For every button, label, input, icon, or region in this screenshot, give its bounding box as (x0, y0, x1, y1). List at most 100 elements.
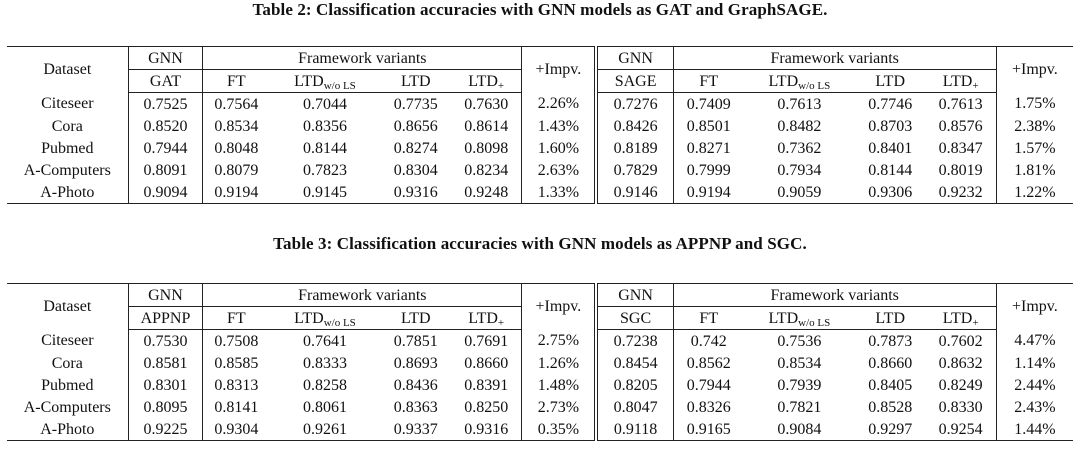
accuracy-value: 0.7613 (925, 92, 997, 115)
table-row: Cora 0.8520 0.8534 0.8356 0.8656 0.8614 1.43% 0… (7, 115, 1073, 137)
accuracy-value: 0.8313 (214, 376, 259, 394)
ltd-wo-ls-header-main: LTD (768, 72, 799, 90)
table-3: Dataset GNN Framework variants +Impv. GNN Fra… (7, 283, 1073, 441)
dataset-name: Citeseer (7, 92, 129, 115)
gnn-header: GNN (596, 283, 674, 307)
accuracy-value: 0.8019 (925, 159, 997, 181)
best-accuracy-value: 0.8304 (393, 161, 438, 179)
accuracy-value: 0.7944 (686, 376, 731, 394)
improvement-value: 1.22% (1014, 183, 1056, 201)
best-accuracy-value: 0.7873 (868, 332, 913, 350)
ltd-header: LTD (854, 306, 926, 330)
table-row: Citeseer 0.7530 0.7508 0.7641 0.7851 0.7691 2.… (7, 329, 1073, 352)
framework-variants-header: Framework variants (202, 46, 523, 70)
accuracy-value: 0.7934 (777, 161, 822, 179)
best-accuracy-value: 0.8144 (868, 161, 913, 179)
accuracy-value: 0.7409 (686, 95, 731, 113)
accuracy-value: 0.8391 (451, 374, 523, 396)
ltd-plus-header: LTD+ (451, 69, 523, 93)
accuracy-value: 0.9254 (925, 418, 997, 441)
improvement-value: 2.75% (521, 329, 599, 352)
improvement-value: 2.63% (521, 159, 599, 181)
accuracy-value: 0.7613 (777, 95, 822, 113)
dataset-name: Cora (7, 115, 129, 137)
ltd-wo-ls-header: LTDw/o LS (743, 306, 855, 330)
ltd-wo-ls-header-subscript: w/o LS (798, 316, 831, 329)
ltd-wo-ls-header-main: LTD (294, 72, 324, 90)
ltd-wo-ls-header: LTDw/o LS (743, 69, 855, 93)
accuracy-value: 0.9059 (777, 183, 822, 201)
accuracy-value: 0.8048 (214, 139, 259, 157)
accuracy-value: 0.7362 (777, 139, 822, 157)
gnn-header: GNN (128, 283, 204, 307)
ltd-plus-header-main: LTD (942, 72, 973, 90)
best-accuracy-value: 0.8528 (868, 398, 913, 416)
accuracy-value: 0.8301 (128, 374, 204, 396)
accuracy-value: 0.9194 (214, 183, 259, 201)
best-accuracy-value: 0.9316 (393, 183, 438, 201)
dataset-name: A-Photo (7, 418, 129, 441)
accuracy-value: 0.9094 (128, 181, 204, 204)
accuracy-value: 0.9146 (596, 181, 674, 204)
improvement-value: 1.43% (521, 115, 599, 137)
accuracy-value: 0.8576 (925, 115, 997, 137)
header-row-1: Dataset GNN Framework variants +Impv. GNN Fra… (7, 46, 1073, 93)
best-accuracy-value: 0.8436 (393, 376, 438, 394)
accuracy-value: 0.8205 (596, 374, 674, 396)
model-header: SAGE (596, 69, 674, 93)
accuracy-value: 0.9232 (925, 181, 997, 204)
accuracy-value: 0.8660 (451, 352, 523, 374)
accuracy-value: 0.7536 (777, 332, 822, 350)
accuracy-value: 0.7044 (302, 95, 347, 113)
accuracy-value: 0.8095 (128, 396, 204, 418)
table-row: A-Photo 0.9094 0.9194 0.9145 0.9316 0.9248 1.3… (7, 181, 1073, 204)
framework-variants-header: Framework variants (202, 283, 523, 307)
accuracy-value: 0.8330 (925, 396, 997, 418)
ft-header: FT (673, 306, 744, 330)
model-header: APPNP (128, 306, 204, 330)
improvement-value: 2.73% (521, 396, 599, 418)
accuracy-value: 0.742 (690, 332, 727, 350)
accuracy-value: 0.8189 (596, 137, 674, 159)
accuracy-value: 0.7641 (302, 332, 347, 350)
improvement-value: 2.44% (1014, 376, 1056, 394)
best-accuracy-value: 0.8401 (868, 139, 913, 157)
model-header: SGC (596, 306, 674, 330)
table-row: Pubmed 0.8301 0.8313 0.8258 0.8436 0.8391 1.48… (7, 374, 1073, 396)
impv-header: +Impv. (1011, 298, 1058, 316)
accuracy-value: 0.8098 (451, 137, 523, 159)
ltd-plus-header-subscript: + (972, 316, 979, 329)
accuracy-value: 0.8426 (596, 115, 674, 137)
accuracy-value: 0.8585 (214, 354, 259, 372)
improvement-value: 1.48% (521, 374, 599, 396)
accuracy-value: 0.8454 (596, 352, 674, 374)
accuracy-value: 0.9316 (451, 418, 523, 441)
dataset-name: Cora (7, 352, 129, 374)
ltd-wo-ls-header-subscript: w/o LS (798, 79, 831, 92)
improvement-value: 2.26% (521, 92, 599, 115)
best-accuracy-value: 0.9297 (868, 420, 913, 438)
best-accuracy-value: 0.9306 (868, 183, 913, 201)
accuracy-value: 0.8091 (128, 159, 204, 181)
improvement-value: 4.47% (1014, 332, 1056, 350)
best-accuracy-value: 0.8405 (868, 376, 913, 394)
accuracy-value: 0.8249 (925, 374, 997, 396)
accuracy-value: 0.8250 (451, 396, 523, 418)
table-row: A-Photo 0.9225 0.9304 0.9261 0.9337 0.9316 0.3… (7, 418, 1073, 441)
ltd-header: LTD (380, 69, 452, 93)
ltd-wo-ls-header-subscript: w/o LS (323, 316, 356, 329)
ft-header: FT (202, 306, 270, 330)
dataset-name: A-Photo (7, 181, 129, 204)
accuracy-value: 0.8520 (128, 115, 204, 137)
table-3-caption: Table 3: Classification accuracies with … (273, 234, 807, 253)
ft-header: FT (202, 69, 270, 93)
accuracy-value: 0.7939 (777, 376, 822, 394)
ltd-plus-header: LTD+ (925, 69, 997, 93)
table-row: A-Computers 0.8095 0.8141 0.8061 0.8363 0.825… (7, 396, 1073, 418)
accuracy-value: 0.8482 (777, 117, 822, 135)
accuracy-value: 0.7530 (128, 329, 204, 352)
ltd-wo-ls-header-main: LTD (768, 309, 799, 327)
ft-header: FT (673, 69, 744, 93)
accuracy-value: 0.7238 (596, 329, 674, 352)
accuracy-value: 0.7944 (128, 137, 204, 159)
